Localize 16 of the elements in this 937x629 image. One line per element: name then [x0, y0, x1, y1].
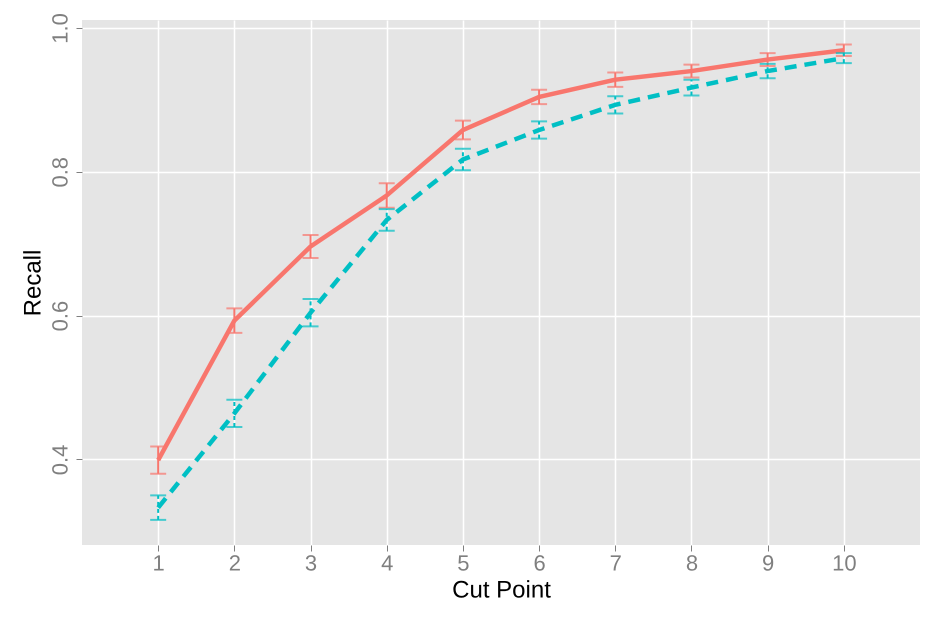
y-tick-label: 0.4: [48, 444, 72, 476]
x-tick-label: 3: [304, 550, 318, 576]
y-tick-label: 0.6: [48, 300, 72, 332]
y-tick-label: 1.0: [48, 13, 72, 44]
x-tick-label: 9: [762, 550, 774, 576]
x-tick-label: 2: [228, 550, 241, 576]
y-axis-title: Recall: [20, 250, 46, 316]
x-tick-label: 6: [533, 550, 546, 576]
y-tick-label: 0.8: [48, 156, 72, 188]
x-tick-label: 5: [457, 550, 470, 576]
x-tick-label: 7: [610, 550, 622, 576]
x-axis-title: Cut Point: [452, 576, 552, 604]
x-tick-label: 1: [152, 550, 165, 576]
x-tick-label: 8: [686, 550, 698, 576]
x-tick-label: 10: [832, 550, 857, 576]
x-tick-label: 4: [381, 550, 394, 576]
